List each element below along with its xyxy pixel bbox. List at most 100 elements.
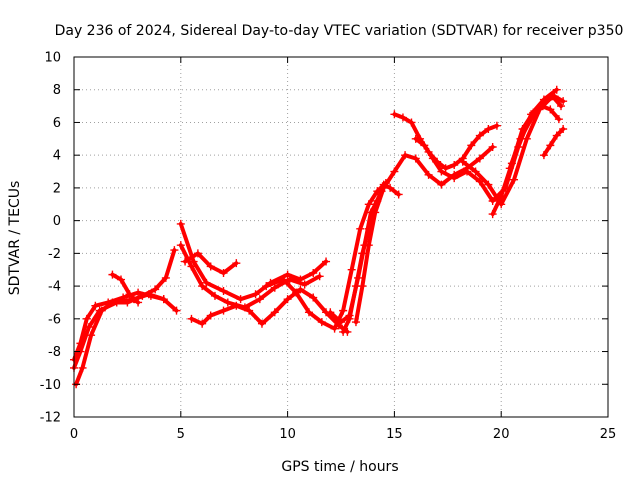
series-12-point-1 [398, 113, 407, 122]
x-tick-label-5: 25 [600, 427, 617, 442]
series-5-point-7 [270, 283, 279, 292]
series-11-point-12 [475, 154, 484, 163]
series-11-point-5 [390, 167, 399, 176]
x-tick-label-1: 5 [177, 427, 185, 442]
series-12-point-12 [492, 121, 501, 130]
x-tick-label-4: 20 [493, 427, 510, 442]
series-2-point-5 [119, 293, 128, 302]
series-7-point-1 [193, 249, 202, 258]
series-1-point-5 [123, 298, 132, 307]
series-3-line [110, 272, 141, 305]
series-5-point-0 [176, 241, 185, 250]
series-13-point-5 [463, 167, 472, 176]
series-5-point-2 [198, 282, 207, 291]
series-3-point-2 [125, 290, 134, 299]
series-16-point-1 [516, 134, 525, 143]
series-13-point-3 [437, 167, 446, 176]
series-16-point-2 [527, 115, 536, 124]
series-11-point-2 [364, 241, 373, 250]
y-tick-label-1: -10 [40, 378, 61, 393]
x-axis-label: GPS time / hours [281, 459, 398, 475]
x-tick-label-2: 10 [279, 427, 296, 442]
series-2-point-7 [146, 291, 155, 300]
series-12-point-11 [484, 125, 493, 133]
series-13-point-2 [428, 154, 437, 163]
series-12-point-9 [467, 141, 476, 150]
series-4-point-0 [176, 219, 185, 228]
series-2-point-8 [159, 295, 168, 304]
series-11-point-13 [488, 143, 497, 151]
series-13-point-12 [552, 85, 561, 94]
series-6-point-4 [232, 301, 241, 310]
axes: 0 5 10 15 20 25 -12 -10 -8 -6 -4 -2 0 2 4 6 8 10 [40, 51, 617, 443]
series-5-point-9 [300, 280, 309, 289]
series-6-point-5 [245, 306, 254, 315]
series-6-line [189, 287, 350, 334]
series-5-point-1 [187, 262, 196, 271]
series-11-line [354, 145, 495, 325]
series-6-point-2 [206, 311, 215, 320]
series-1-point-8 [161, 273, 170, 282]
series-4-point-7 [283, 270, 292, 279]
y-axis-label: SDTVAR / TECUs [7, 181, 23, 296]
series-4-point-3 [219, 287, 228, 295]
series-15-point-0 [488, 210, 497, 219]
series-3-point-1 [116, 275, 125, 284]
series-8-point-2 [292, 288, 301, 297]
plot-area [70, 85, 568, 389]
series-0-point-8 [172, 306, 181, 315]
series-14-point-0 [458, 157, 467, 166]
series-15-line [490, 94, 566, 217]
series-17-point-0 [539, 151, 548, 160]
series-5-point-6 [255, 295, 264, 304]
series-4-point-2 [202, 278, 211, 287]
series-1-point-3 [97, 306, 106, 315]
series-7-point-0 [181, 257, 190, 266]
series-12-point-7 [450, 161, 459, 169]
series-4-point-4 [236, 295, 245, 304]
x-tick-label-0: 0 [70, 427, 78, 442]
series-10 [339, 187, 386, 336]
y-tick-label-8: 4 [53, 149, 61, 164]
series-16-point-0 [505, 164, 514, 173]
series-8-point-4 [317, 318, 326, 327]
series-11-point-4 [379, 183, 388, 192]
chart-title: Day 236 of 2024, Sidereal Day-to-day VTE… [55, 23, 624, 39]
series-14-point-1 [471, 167, 480, 176]
series-8-point-1 [279, 275, 288, 284]
series-15-point-7 [559, 97, 568, 106]
series-11-point-1 [358, 282, 367, 291]
series-8-point-7 [347, 265, 356, 274]
series-1-point-7 [151, 285, 160, 294]
series-6-point-10 [309, 293, 318, 302]
grid [74, 57, 608, 417]
series-12 [390, 110, 501, 173]
series-2-point-3 [91, 301, 100, 310]
series-4 [176, 219, 331, 304]
series-16-point-4 [546, 105, 555, 114]
series-3 [108, 270, 143, 307]
series-12-point-10 [475, 131, 484, 140]
series-16 [505, 102, 563, 173]
series-11-point-3 [371, 208, 380, 217]
y-tick-label-10: 8 [53, 83, 61, 98]
series-7-point-3 [219, 269, 228, 277]
series-3-point-3 [134, 298, 143, 307]
series-2 [70, 288, 168, 364]
series-2-point-6 [134, 288, 143, 297]
series-13 [411, 85, 561, 205]
y-tick-label-4: -4 [48, 280, 61, 295]
series-11 [351, 143, 497, 327]
series-4-point-5 [251, 290, 260, 299]
series-12-point-0 [390, 110, 399, 119]
series-13-point-7 [488, 197, 497, 205]
series-9-point-1 [337, 318, 345, 327]
series-11-point-0 [351, 318, 360, 327]
y-tick-label-7: 2 [53, 181, 61, 196]
series-2-point-1 [76, 339, 85, 348]
series-6-point-7 [270, 308, 279, 317]
series-16-point-3 [537, 102, 546, 111]
series-2-point-2 [82, 314, 91, 323]
series-15-point-1 [497, 192, 506, 201]
